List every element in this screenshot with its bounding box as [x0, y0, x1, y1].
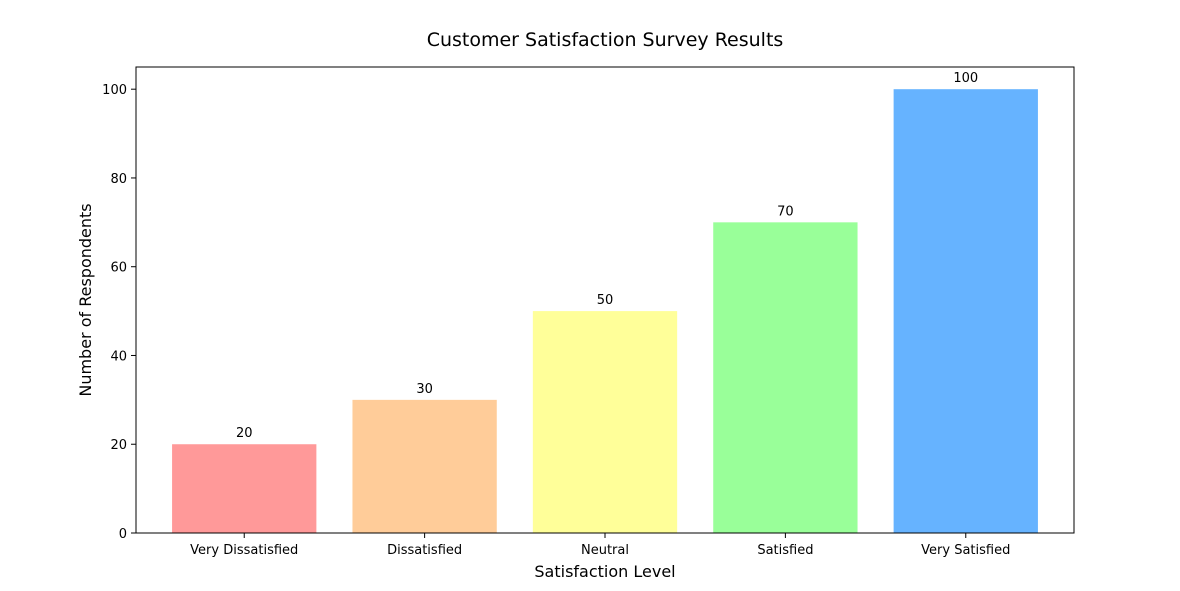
bar-neutral: [532, 311, 678, 533]
x-tick-label: Neutral: [581, 543, 629, 558]
bars-group: [172, 89, 1038, 534]
x-axis: Very Dissatisfied Dissatisfied Neutral Sati…: [190, 533, 1010, 558]
data-labels-group: 20 30 50 70 100: [236, 71, 978, 441]
x-tick-label: Dissatisfied: [387, 543, 462, 558]
x-axis-label: Satisfaction Level: [534, 562, 675, 581]
bar-very-dissatisfied: [172, 444, 317, 533]
y-tick-label: 60: [110, 261, 127, 276]
data-label-dissatisfied: 30: [416, 382, 433, 397]
x-tick-label: Very Dissatisfied: [190, 543, 298, 558]
chart-title: Customer Satisfaction Survey Results: [427, 29, 784, 51]
y-tick-label: 20: [110, 438, 127, 453]
data-label-neutral: 50: [597, 293, 614, 308]
data-label-very-satisfied: 100: [953, 71, 978, 86]
y-tick-label: 80: [110, 172, 127, 187]
data-label-satisfied: 70: [777, 204, 794, 219]
y-tick-label: 40: [110, 349, 127, 364]
bar-satisfied: [713, 222, 858, 534]
y-axis-label: Number of Respondents: [76, 203, 95, 396]
bar-dissatisfied: [352, 399, 497, 533]
y-tick-label: 0: [119, 527, 127, 542]
x-tick-label: Very Satisfied: [921, 543, 1010, 558]
x-tick-label: Satisfied: [757, 543, 813, 558]
data-label-very-dissatisfied: 20: [236, 426, 253, 441]
y-tick-label: 100: [102, 83, 127, 98]
y-axis: 0 20 40 60 80 100: [102, 83, 136, 542]
bar-very-satisfied: [893, 89, 1038, 533]
